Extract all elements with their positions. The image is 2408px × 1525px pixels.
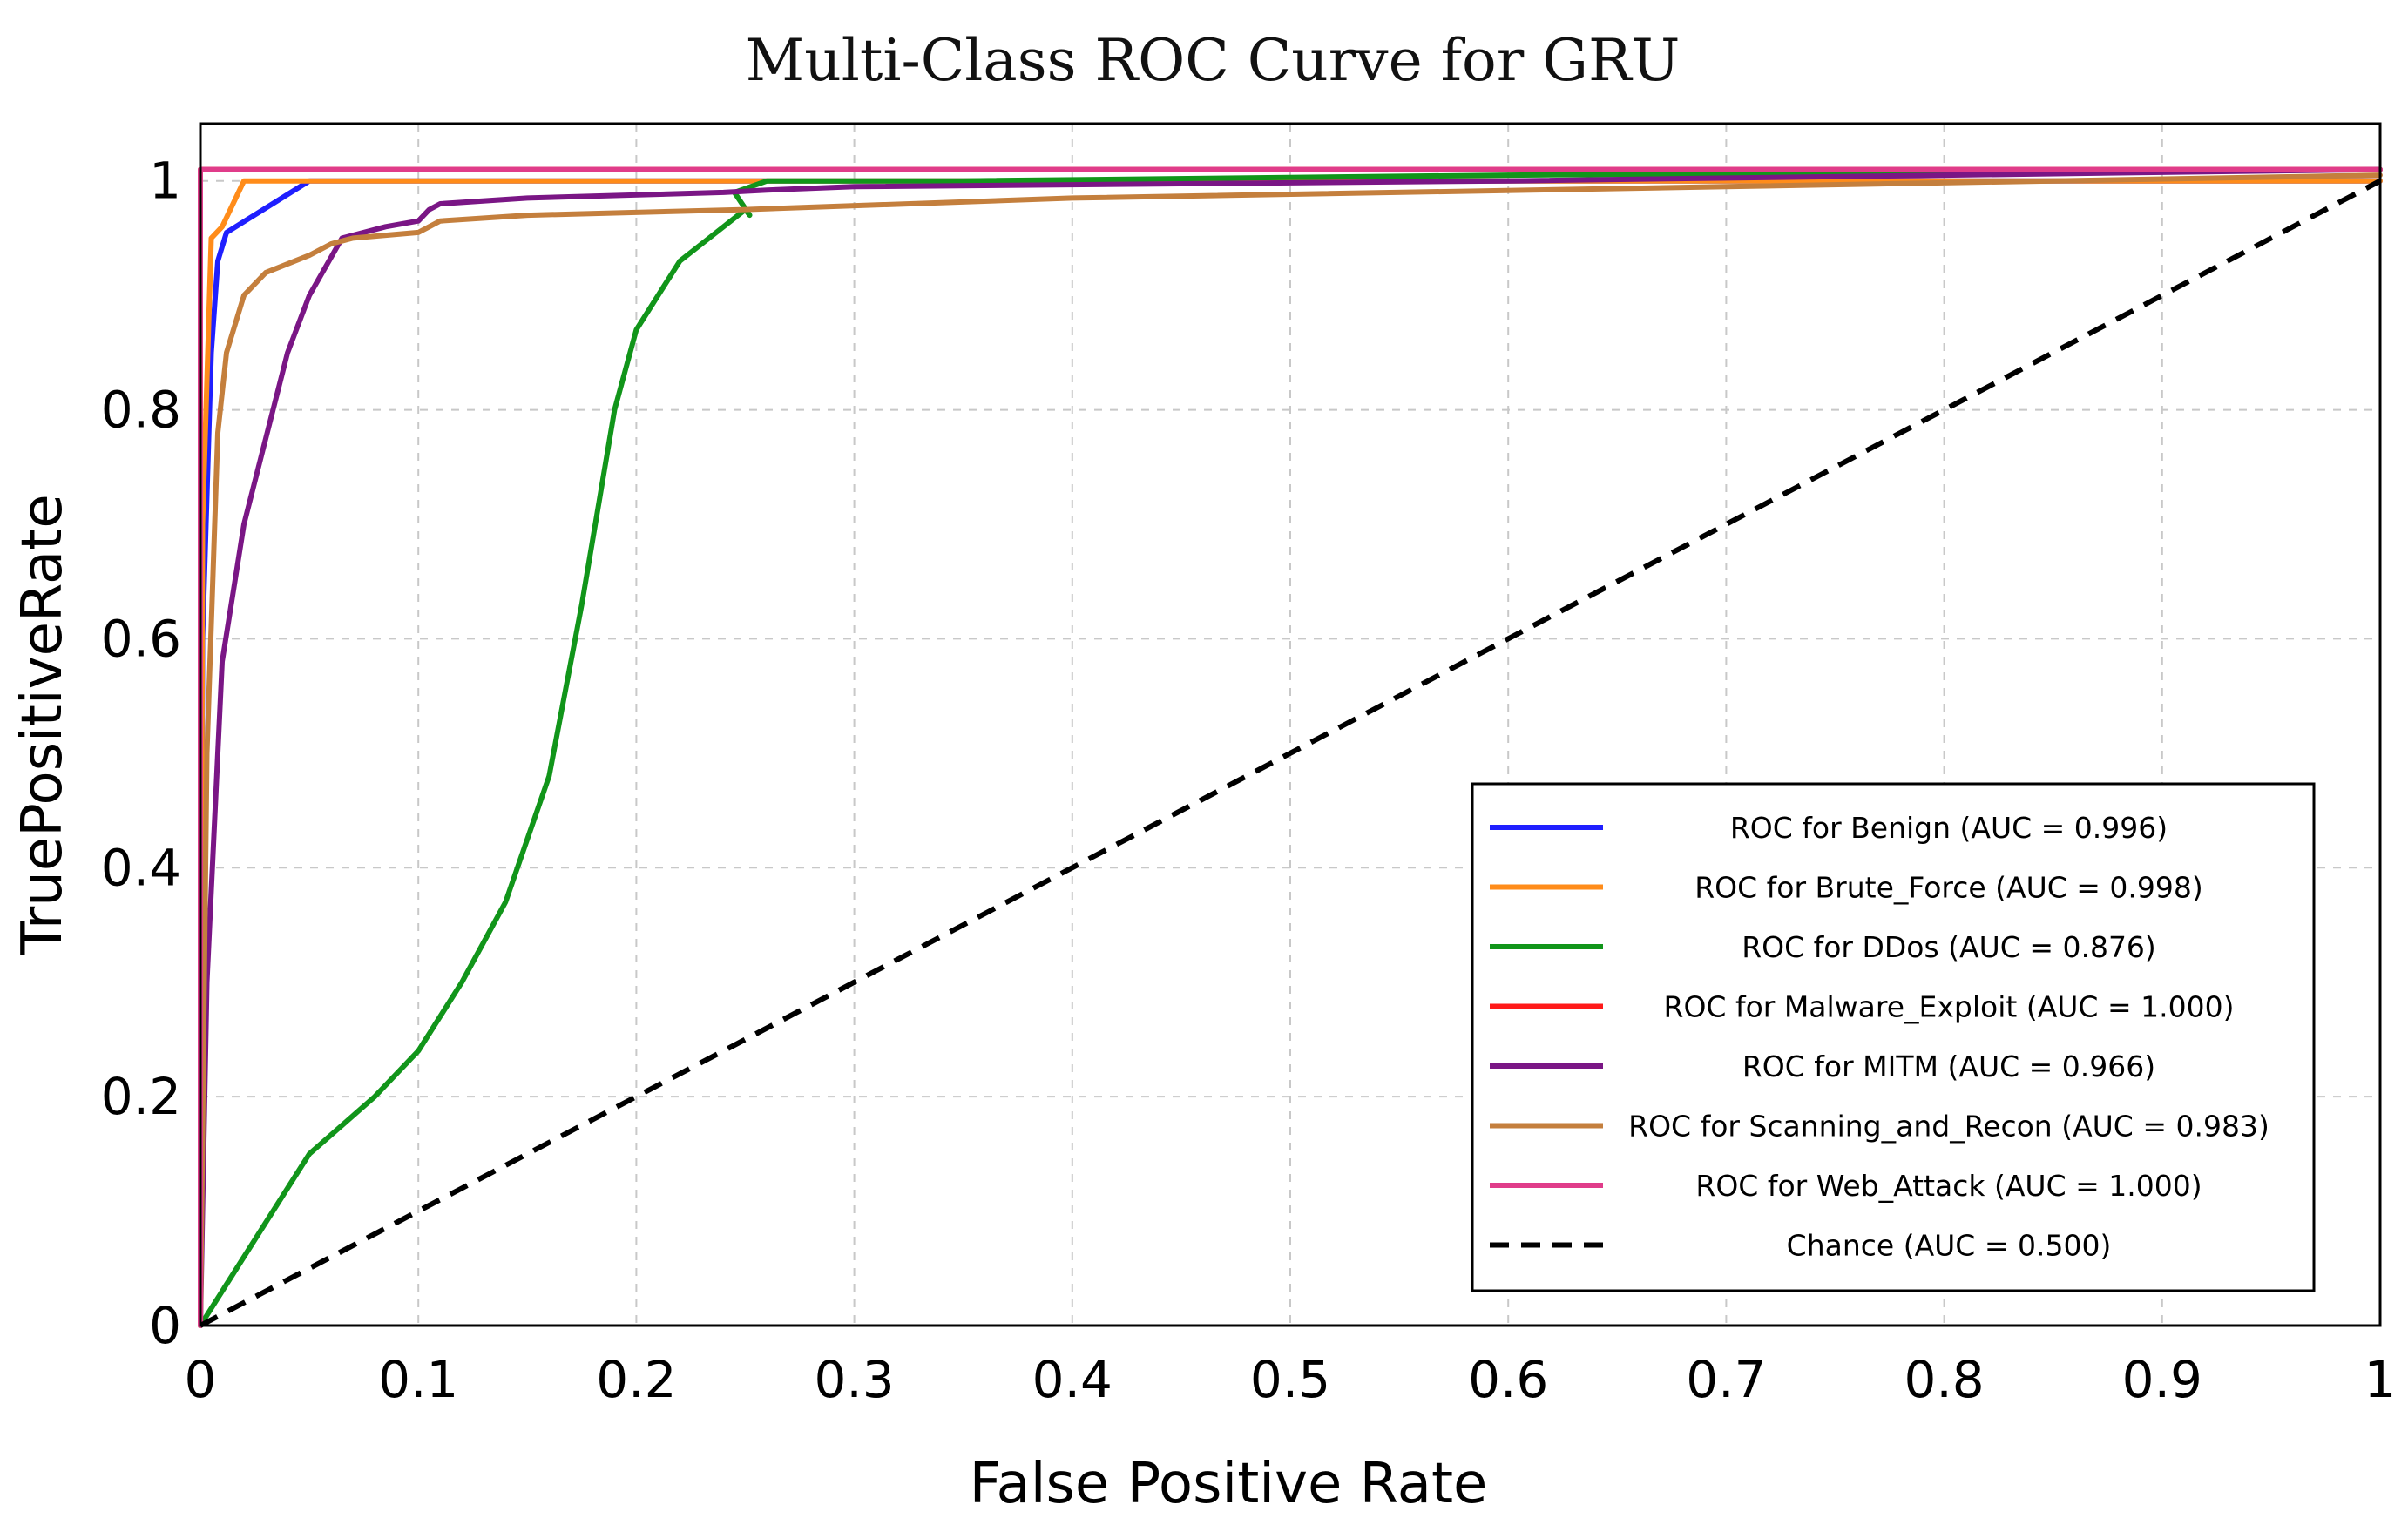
y-tick-labels: 0 0.2 0.4 0.6 0.8 1	[101, 152, 181, 1355]
x-tick-label: 0.3	[814, 1350, 894, 1409]
x-tick-label: 0.1	[378, 1350, 458, 1409]
y-tick-label: 0.4	[101, 838, 181, 897]
legend-label-5: ROC for Scanning_and_Recon (AUC = 0.983)	[1628, 1110, 2269, 1144]
legend-label-1: ROC for Brute_Force (AUC = 0.998)	[1694, 871, 2203, 905]
x-tick-label: 0.5	[1250, 1350, 1330, 1409]
chart-title: Multi-Class ROC Curve for GRU	[746, 27, 1681, 94]
series-line-7	[199, 179, 2382, 1328]
x-tick-label: 0	[185, 1350, 217, 1409]
x-tick-label: 0.7	[1686, 1350, 1766, 1409]
legend-label-6: ROC for Web_Attack (AUC = 1.000)	[1695, 1169, 2202, 1203]
legend-label-0: ROC for Benign (AUC = 0.996)	[1730, 811, 2168, 845]
x-tick-label: 0.4	[1032, 1350, 1113, 1409]
x-tick-label: 0.2	[596, 1350, 676, 1409]
series-line-5	[198, 172, 2383, 1328]
series-line-4	[198, 166, 2383, 1328]
x-tick-label: 0.8	[1904, 1350, 1984, 1409]
legend-label-2: ROC for DDos (AUC = 0.876)	[1742, 930, 2156, 964]
y-axis-label: TruePositiveRate	[10, 494, 75, 955]
y-tick-label: 0.6	[101, 609, 181, 668]
y-tick-label: 1	[149, 152, 181, 211]
y-tick-label: 0.8	[101, 381, 181, 440]
y-tick-label: 0.2	[101, 1067, 181, 1126]
x-tick-label: 1	[2364, 1350, 2397, 1409]
legend-label-3: ROC for Malware_Exploit (AUC = 1.000)	[1664, 990, 2235, 1024]
x-axis-label: False Positive Rate	[970, 1452, 1488, 1516]
x-tick-label: 0.6	[1468, 1350, 1548, 1409]
plot-frame	[199, 122, 2382, 1327]
legend-box	[1471, 782, 2316, 1292]
legend-label-7: Chance (AUC = 0.500)	[1787, 1229, 2112, 1263]
y-tick-label: 0	[149, 1296, 181, 1355]
series-line-2	[198, 166, 2383, 1328]
legend-label-4: ROC for MITM (AUC = 0.966)	[1742, 1049, 2155, 1083]
x-tick-labels: 0 0.1 0.2 0.3 0.4 0.5 0.6 0.7 0.8 0.9 1	[185, 1350, 2397, 1409]
legend: ROC for Benign (AUC = 0.996) ROC for Brut…	[1471, 782, 2316, 1292]
x-tick-label: 0.9	[2122, 1350, 2202, 1409]
